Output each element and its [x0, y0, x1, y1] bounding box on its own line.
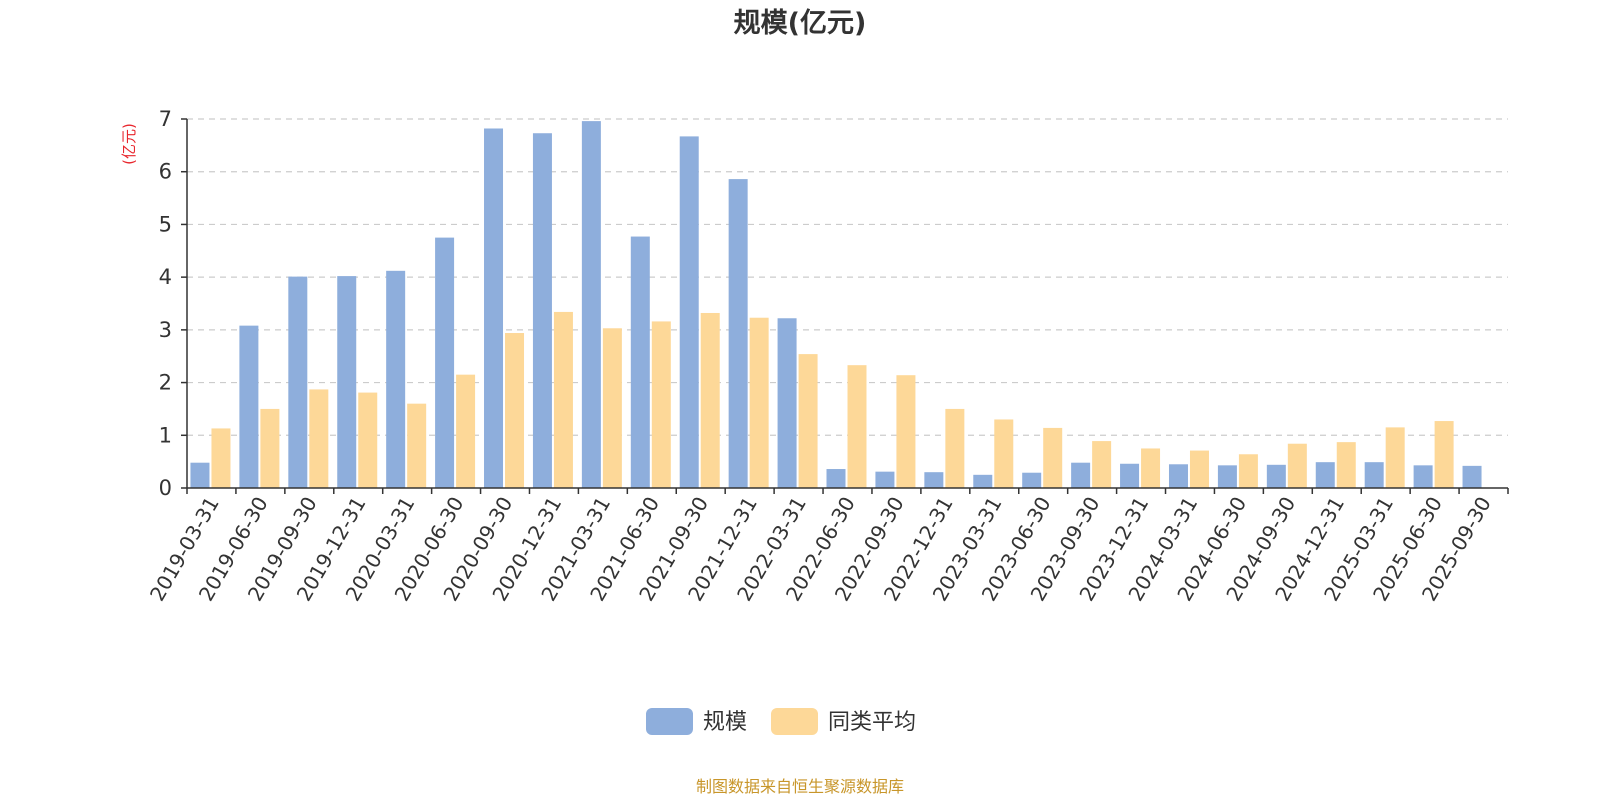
- bar-scale[interactable]: [288, 276, 308, 488]
- bar-peer-average[interactable]: [1043, 427, 1063, 488]
- y-tick-label: 3: [159, 318, 172, 342]
- bar-peer-average[interactable]: [456, 374, 476, 488]
- bar-scale[interactable]: [973, 474, 993, 488]
- bar-peer-average[interactable]: [700, 312, 720, 488]
- bar-scale[interactable]: [1315, 462, 1335, 488]
- bar-peer-average[interactable]: [945, 408, 965, 488]
- bar-scale[interactable]: [581, 121, 601, 488]
- bar-scale[interactable]: [337, 276, 357, 488]
- y-axis-ticks: 0 1 2 3 4 5 6 7: [159, 107, 172, 500]
- bar-scale[interactable]: [1022, 472, 1042, 488]
- bar-scale[interactable]: [190, 462, 210, 488]
- bar-scale[interactable]: [924, 472, 944, 488]
- bar-peer-average[interactable]: [798, 354, 818, 488]
- bar-peer-average[interactable]: [1092, 441, 1112, 488]
- bar-peer-average[interactable]: [994, 419, 1014, 488]
- bar-peer-average[interactable]: [1189, 450, 1209, 488]
- y-axis-unit-label: (亿元): [120, 123, 138, 165]
- bar-peer-average[interactable]: [211, 428, 231, 488]
- bar-scale[interactable]: [1462, 465, 1482, 488]
- legend-label: 规模: [703, 710, 747, 735]
- bar-peer-average[interactable]: [749, 317, 769, 488]
- bar-scale[interactable]: [875, 471, 895, 488]
- bar-scale[interactable]: [239, 325, 259, 488]
- bar-scale[interactable]: [435, 237, 455, 488]
- bar-scale[interactable]: [484, 128, 504, 488]
- bar-peer-average[interactable]: [1434, 421, 1454, 488]
- axes: [181, 118, 1509, 494]
- bar-peer-average[interactable]: [1141, 448, 1161, 488]
- bar-peer-average[interactable]: [1385, 427, 1405, 488]
- y-tick-label: 2: [159, 371, 172, 395]
- bar-peer-average[interactable]: [847, 365, 867, 488]
- bar-peer-average[interactable]: [1336, 442, 1356, 488]
- bar-scale[interactable]: [1364, 462, 1384, 488]
- bar-scale[interactable]: [386, 270, 406, 488]
- bar-scale[interactable]: [1413, 465, 1433, 488]
- bar-peer-average[interactable]: [1287, 443, 1307, 488]
- y-tick-label: 0: [159, 476, 172, 500]
- bar-scale[interactable]: [630, 236, 650, 488]
- chart-title: 规模(亿元): [734, 8, 867, 39]
- y-tick-label: 4: [159, 265, 172, 289]
- bar-peer-average[interactable]: [260, 408, 280, 488]
- y-tick-label: 1: [159, 423, 172, 447]
- bar-peer-average[interactable]: [896, 375, 916, 488]
- y-tick-label: 6: [159, 160, 172, 184]
- y-tick-label: 5: [159, 212, 172, 236]
- bar-peer-average[interactable]: [309, 389, 329, 488]
- bar-scale[interactable]: [1071, 462, 1091, 488]
- bar-peer-average[interactable]: [358, 392, 378, 488]
- bar-scale[interactable]: [679, 136, 699, 488]
- source-note: 制图数据来自恒生聚源数据库: [696, 777, 904, 796]
- legend-swatch: [646, 708, 693, 735]
- bar-scale[interactable]: [1217, 465, 1237, 488]
- bar-peer-average[interactable]: [651, 321, 671, 488]
- bar-scale[interactable]: [728, 179, 748, 488]
- y-tick-label: 7: [159, 107, 172, 131]
- legend-label: 同类平均: [828, 710, 916, 735]
- bar-scale[interactable]: [826, 469, 846, 488]
- bars[interactable]: [190, 121, 1482, 489]
- bar-peer-average[interactable]: [407, 403, 427, 488]
- x-axis-ticks: 2019-03-312019-06-302019-09-302019-12-31…: [145, 492, 1496, 605]
- legend-item-peer-average[interactable]: 同类平均: [771, 708, 916, 735]
- bar-scale[interactable]: [532, 133, 552, 489]
- bar-scale[interactable]: [1168, 464, 1188, 488]
- bar-scale[interactable]: [1120, 463, 1140, 488]
- bar-peer-average[interactable]: [553, 311, 573, 488]
- legend-swatch: [771, 708, 818, 735]
- legend[interactable]: 规模 同类平均: [646, 708, 916, 735]
- grid-lines: [187, 118, 1508, 436]
- bar-scale[interactable]: [777, 318, 797, 488]
- bar-peer-average[interactable]: [602, 328, 622, 488]
- bar-peer-average[interactable]: [505, 333, 525, 488]
- legend-item-scale[interactable]: 规模: [646, 708, 747, 735]
- bar-scale[interactable]: [1266, 464, 1286, 488]
- bar-peer-average[interactable]: [1238, 454, 1258, 488]
